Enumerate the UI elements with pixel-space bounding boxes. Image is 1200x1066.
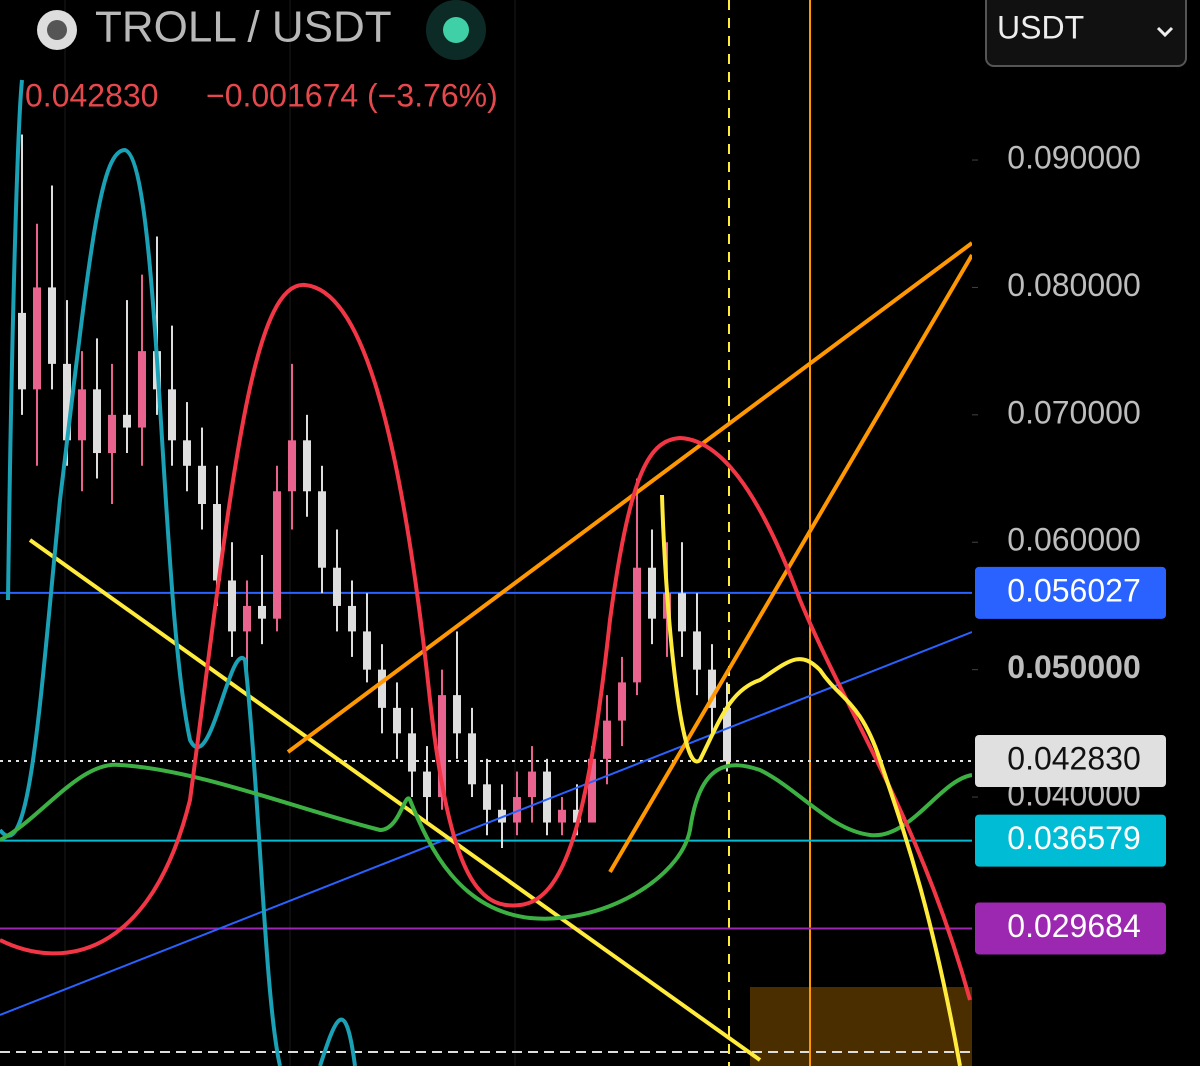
candle-body <box>618 682 626 721</box>
candle-body <box>18 312 26 390</box>
candle-body <box>558 809 566 823</box>
candle-body <box>393 707 401 734</box>
candle-body <box>528 771 536 798</box>
token-icon-face <box>47 20 67 40</box>
candle-body <box>723 707 731 762</box>
price-change: −0.001674 (−3.76%) <box>206 77 498 113</box>
candle-body <box>228 580 236 632</box>
candle-body <box>483 784 491 810</box>
indicator-curve <box>0 282 972 1001</box>
candle-body <box>648 567 656 619</box>
candle-body <box>588 758 596 823</box>
candle-body <box>213 504 221 581</box>
candle-body <box>168 389 176 441</box>
trend-line <box>608 253 974 874</box>
status-dot <box>443 17 469 43</box>
candle-body <box>468 733 476 785</box>
price-lines <box>0 591 972 930</box>
grid <box>64 0 516 1066</box>
price-badge-label: 0.056027 <box>1007 572 1140 608</box>
zone <box>750 987 972 1066</box>
candle-body <box>78 389 86 441</box>
candle-body <box>333 567 341 606</box>
candle-body <box>273 491 281 619</box>
tick-label: 0.090000 <box>1007 139 1140 175</box>
candle-body <box>378 669 386 708</box>
price-badge <box>975 566 1166 619</box>
candle-body <box>138 351 146 428</box>
symbol: TROLL / USDT <box>95 3 392 52</box>
drawings <box>0 79 974 1066</box>
candle-body <box>438 695 446 798</box>
price-axis-labels: 0.090000 0.080000 0.070000 0.060000 0.050000… <box>972 139 1166 955</box>
candle-body <box>633 567 641 683</box>
indicator-curve <box>0 762 973 921</box>
candle-body <box>108 414 116 454</box>
quote-select-label: USDT <box>997 9 1084 45</box>
chevron <box>1156 26 1174 38</box>
price-axis <box>972 0 1200 1066</box>
candle-body <box>183 440 191 466</box>
candle-body <box>48 287 56 364</box>
tick-label: 0.070000 <box>1007 394 1140 430</box>
candle-body <box>513 797 521 823</box>
tick-label: 0.050000 <box>1007 649 1140 685</box>
candle-body <box>318 491 326 568</box>
tick-label: 0.080000 <box>1007 267 1140 303</box>
indicator-curve <box>660 494 962 1066</box>
candle-body <box>33 287 41 390</box>
candle-body <box>543 771 551 823</box>
candles <box>18 134 731 849</box>
trend-line <box>0 631 973 1016</box>
candle-body <box>123 414 131 428</box>
tick-label: 0.060000 <box>1007 522 1140 558</box>
candle-body <box>198 465 206 505</box>
candle-body <box>93 389 101 454</box>
indicator-curve <box>0 79 357 1066</box>
price-badge <box>975 902 1166 955</box>
candle-body <box>693 631 701 670</box>
candle-body <box>243 605 251 632</box>
candle-body <box>453 695 461 734</box>
candle-body <box>678 593 686 632</box>
candle-body <box>363 631 371 670</box>
price-badge-label: 0.029684 <box>1007 908 1140 944</box>
price-badge <box>975 734 1166 787</box>
candle-body <box>348 605 356 632</box>
price-badge-label: 0.036579 <box>1007 820 1140 856</box>
price-badge-label: 0.042830 <box>1007 740 1140 776</box>
candle-body <box>603 720 611 759</box>
candle-body <box>423 771 431 798</box>
candle-body <box>288 440 296 492</box>
last-price: 0.042830 <box>25 77 158 113</box>
candle-body <box>408 733 416 772</box>
candle-body <box>258 605 266 619</box>
candle-body <box>708 669 716 708</box>
quote-select[interactable] <box>985 0 1187 67</box>
candle-body <box>573 809 581 823</box>
candle-body <box>303 440 311 492</box>
trend-line <box>286 241 974 754</box>
candle-body <box>63 363 71 441</box>
trend-line <box>28 538 762 1062</box>
price-badge <box>975 814 1166 867</box>
